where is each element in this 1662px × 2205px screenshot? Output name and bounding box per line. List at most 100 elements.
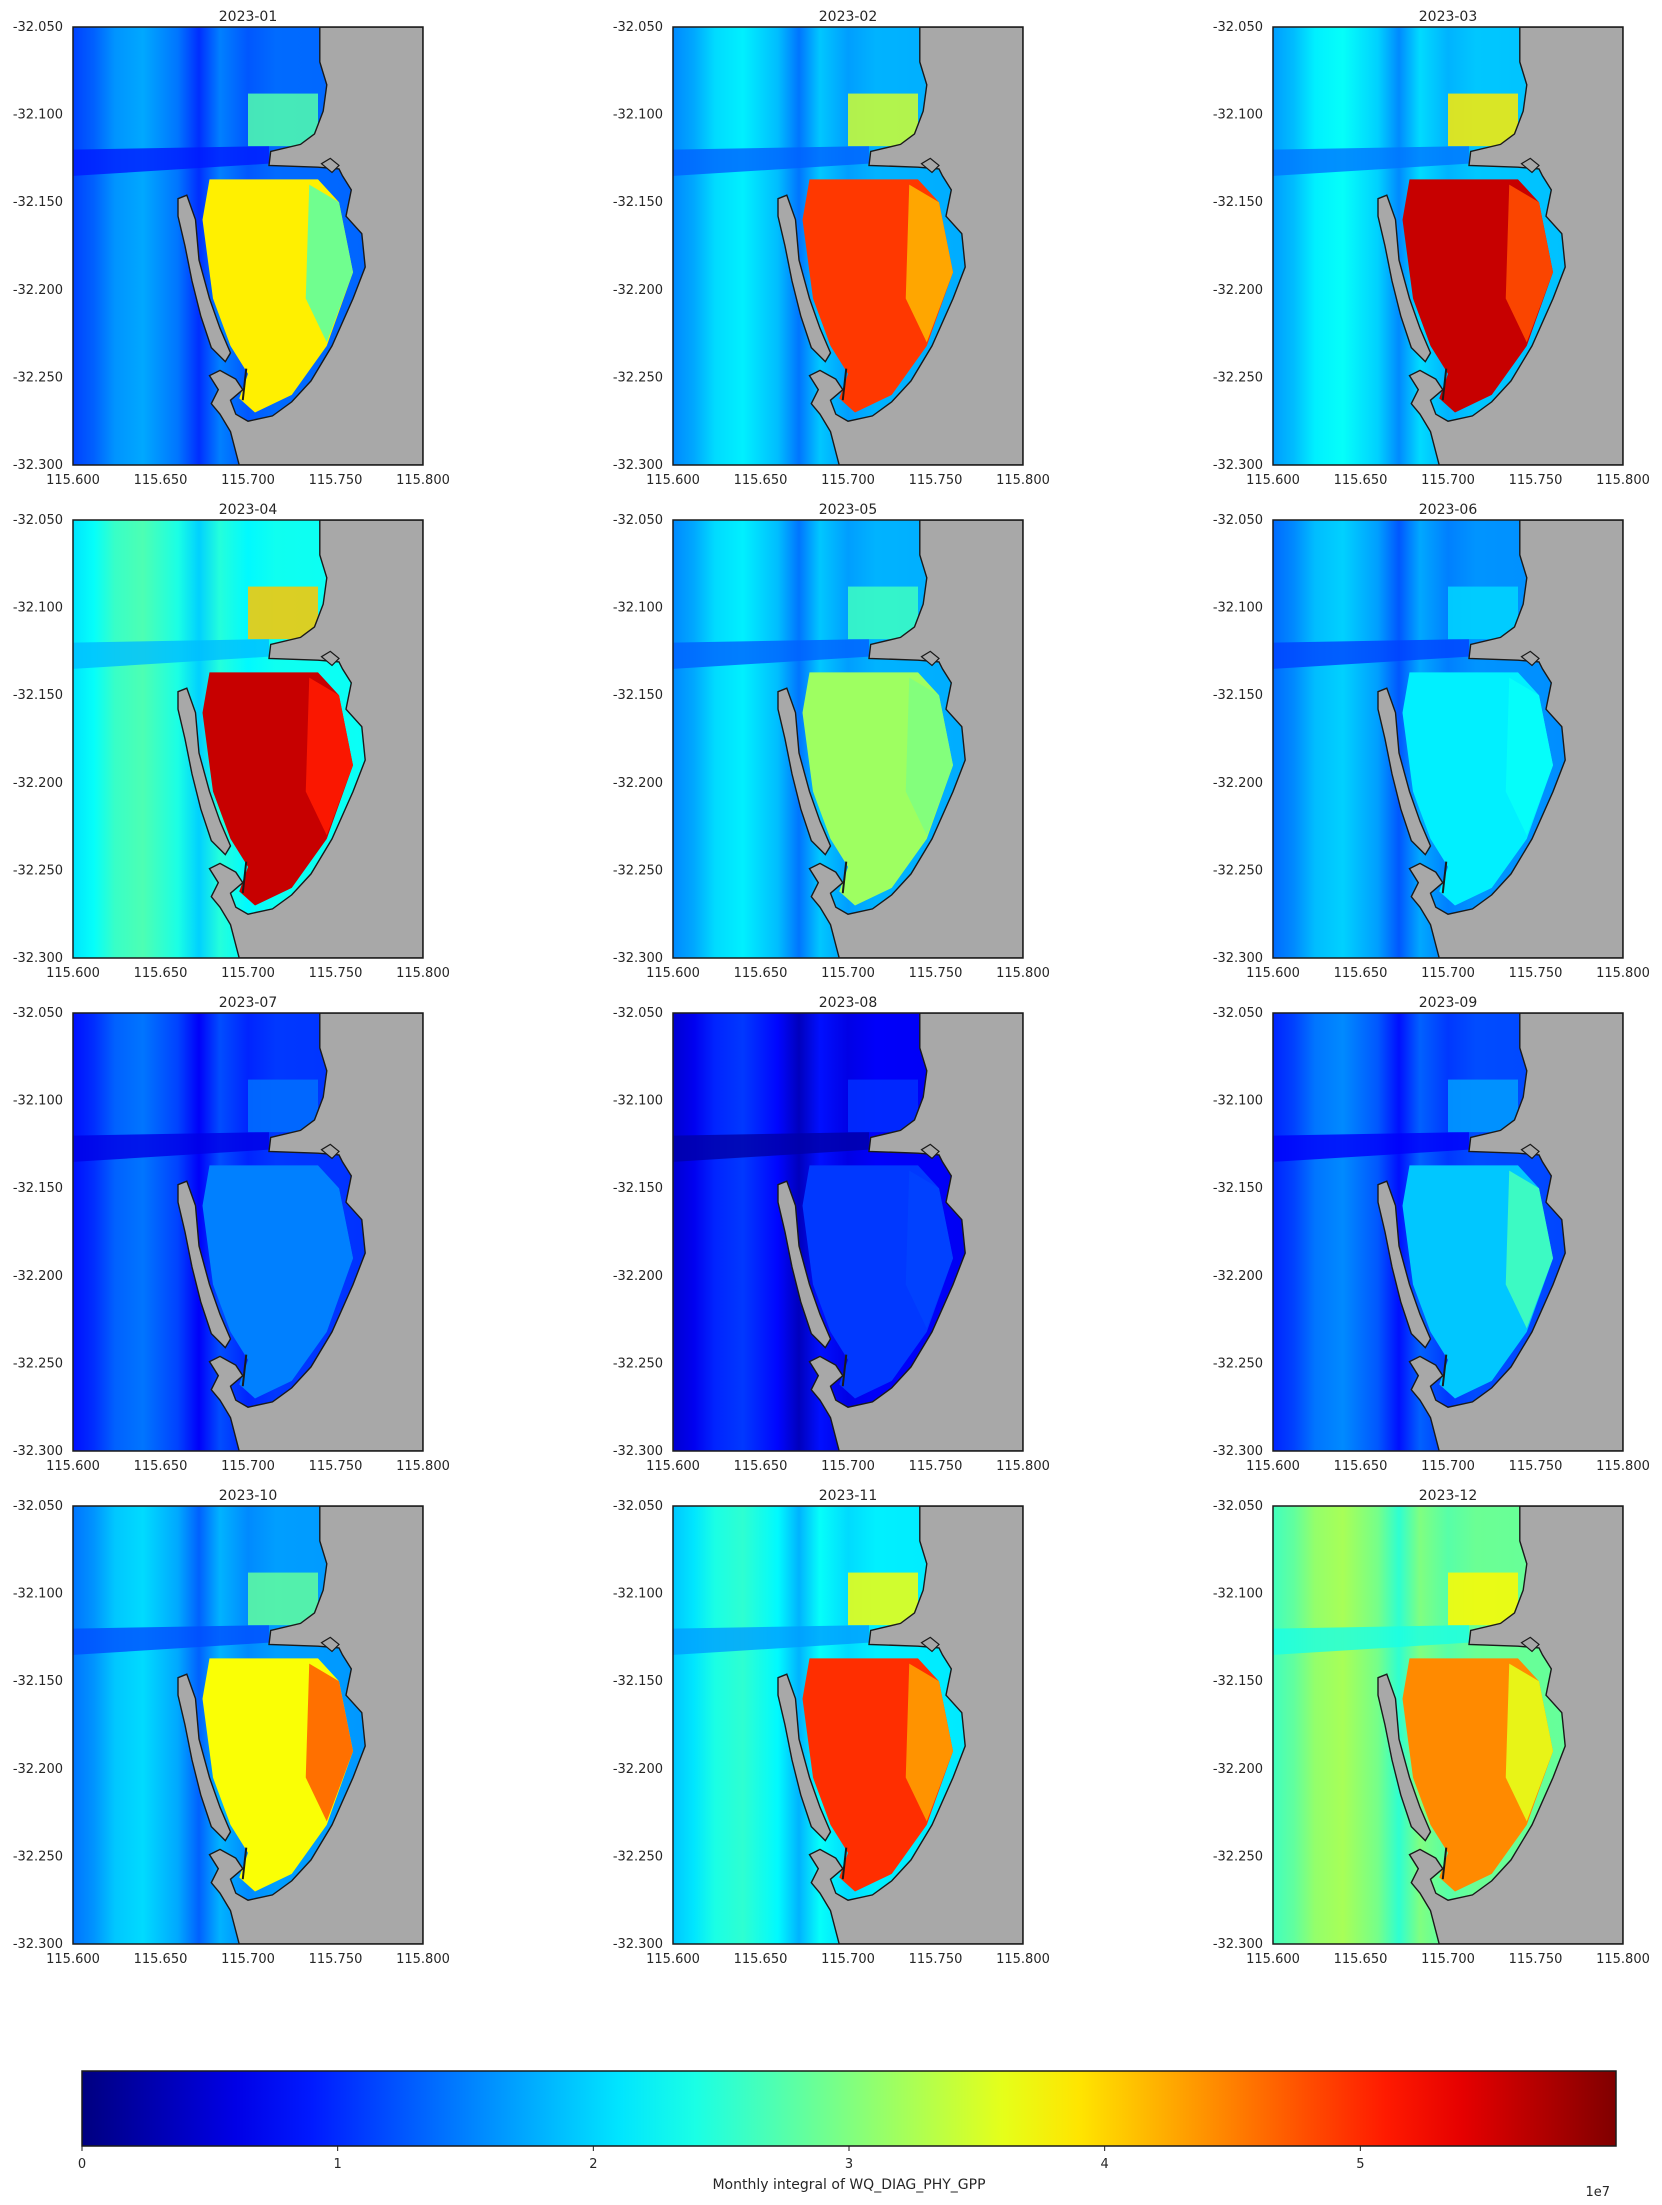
x-tick-label: 115.750 [309,966,363,981]
colorbar-tick-label: 2 [589,2157,597,2172]
causeway [841,1847,848,1880]
x-tick-label: 115.650 [1334,1952,1388,1967]
x-tick-label: 115.650 [134,966,188,981]
y-tick-label: -32.150 [613,195,663,210]
x-tick-label: 115.700 [1421,1952,1475,1967]
x-tick-label: 115.750 [309,473,363,488]
y-tick-label: -32.050 [13,1499,63,1514]
x-tick-label: 115.750 [1509,473,1563,488]
map-plot-area: 115.600 115.650 115.700 115.750 115.800 -32.0… [13,20,450,488]
panel-title: 2023-11 [819,1488,878,1504]
x-tick-label: 115.750 [1509,966,1563,981]
panel-title: 2023-07 [219,995,278,1011]
map-plot-area: 115.600 115.650 115.700 115.750 115.800 -32.0… [13,513,450,981]
panel-title: 2023-12 [1419,1488,1478,1504]
y-tick-label: -32.100 [613,601,663,616]
y-tick-label: -32.300 [1213,1937,1263,1952]
y-tick-label: -32.300 [13,1444,63,1459]
islet [1520,1636,1540,1653]
y-tick-label: -32.050 [13,20,63,35]
y-tick-label: -32.200 [1213,1762,1263,1777]
map-panel-svg: 2023-03 115.600 115.650 115.700 115.750 115.8… [1213,9,1650,488]
axes-frame [1272,1505,1624,1945]
northern-embayment [848,93,918,147]
x-tick-label: 115.600 [646,1459,700,1474]
y-tick-label: -32.300 [1213,951,1263,966]
y-tick-label: -32.150 [13,1181,63,1196]
y-tick-label: -32.300 [1213,458,1263,473]
map-panel: 2023-08 115.600 115.650 115.700 115.750 115.8… [603,989,1050,1481]
y-tick-label: -32.100 [1213,601,1263,616]
y-tick-label: -32.100 [13,108,63,123]
map-field [1273,27,1623,465]
mainland [808,1506,1023,1944]
channel-band [73,146,269,176]
panel-title: 2023-02 [819,9,878,25]
y-tick-label: -32.100 [1213,108,1263,123]
eastern-shallows [905,677,953,836]
y-tick-label: -32.050 [613,1006,663,1021]
x-tick-label: 115.700 [1421,966,1475,981]
northern-embayment [1448,586,1518,640]
y-tick-label: -32.300 [613,1937,663,1952]
y-tick-label: -32.300 [13,1937,63,1952]
y-tick-label: -32.250 [1213,1849,1263,1864]
y-tick-label: -32.150 [613,1181,663,1196]
x-tick-label: 115.750 [909,1459,963,1474]
x-tick-label: 115.800 [396,1952,450,1967]
map-field [1273,520,1623,958]
x-tick-label: 115.800 [1596,1459,1650,1474]
x-tick-label: 115.700 [821,473,875,488]
x-tick-label: 115.700 [821,1952,875,1967]
eastern-shallows [905,1663,953,1822]
x-tick-label: 115.600 [646,473,700,488]
map-plot-area: 115.600 115.650 115.700 115.750 115.800 -32.0… [1213,513,1650,981]
y-tick-label: -32.250 [13,1356,63,1371]
map-panel-svg: 2023-06 115.600 115.650 115.700 115.750 115.8… [1213,502,1650,981]
y-tick-label: -32.250 [13,1849,63,1864]
y-tick-label: -32.300 [1213,1444,1263,1459]
islet [920,650,940,667]
map-plot-area: 115.600 115.650 115.700 115.750 115.800 -32.0… [613,1006,1050,1474]
islet [320,157,340,174]
northern-embayment [1448,1079,1518,1133]
x-tick-label: 115.750 [909,966,963,981]
y-tick-label: -32.250 [1213,370,1263,385]
y-tick-label: -32.100 [13,601,63,616]
y-tick-label: -32.250 [13,863,63,878]
y-tick-label: -32.150 [613,1674,663,1689]
eastern-shallows [1505,184,1553,343]
islet [320,650,340,667]
mainland [1408,27,1623,465]
map-plot-area: 115.600 115.650 115.700 115.750 115.800 -32.0… [1213,1499,1650,1967]
northern-embayment [248,1079,318,1133]
island [1377,194,1432,363]
mainland [808,1013,1023,1451]
y-tick-label: -32.200 [13,1269,63,1284]
eastern-shallows [1505,677,1553,836]
y-tick-label: -32.150 [613,688,663,703]
eastern-shallows [1505,1663,1553,1822]
x-tick-label: 115.750 [309,1459,363,1474]
map-field [73,1013,423,1451]
colorbar-label: Monthly integral of WQ_DIAG_PHY_GPP [712,2177,985,2193]
y-tick-label: -32.150 [1213,688,1263,703]
channel-band [73,1625,269,1655]
x-tick-label: 115.650 [734,1459,788,1474]
y-tick-label: -32.050 [13,1006,63,1021]
x-tick-label: 115.700 [221,1952,275,1967]
y-tick-label: -32.100 [613,1587,663,1602]
y-tick-label: -32.250 [613,370,663,385]
causeway [1441,1847,1448,1880]
mainland [1408,1013,1623,1451]
mainland [208,1013,423,1451]
island [177,687,232,856]
island [177,1673,232,1842]
x-tick-label: 115.650 [134,473,188,488]
y-tick-label: -32.200 [1213,1269,1263,1284]
map-panel-svg: 2023-10 115.600 115.650 115.700 115.750 115.8… [13,1488,450,1967]
map-panel-svg: 2023-11 115.600 115.650 115.700 115.750 115.8… [613,1488,1050,1967]
colorbar-multiplier: 1e7 [1585,2185,1610,2200]
map-field [673,27,1023,465]
x-tick-label: 115.700 [1421,1459,1475,1474]
